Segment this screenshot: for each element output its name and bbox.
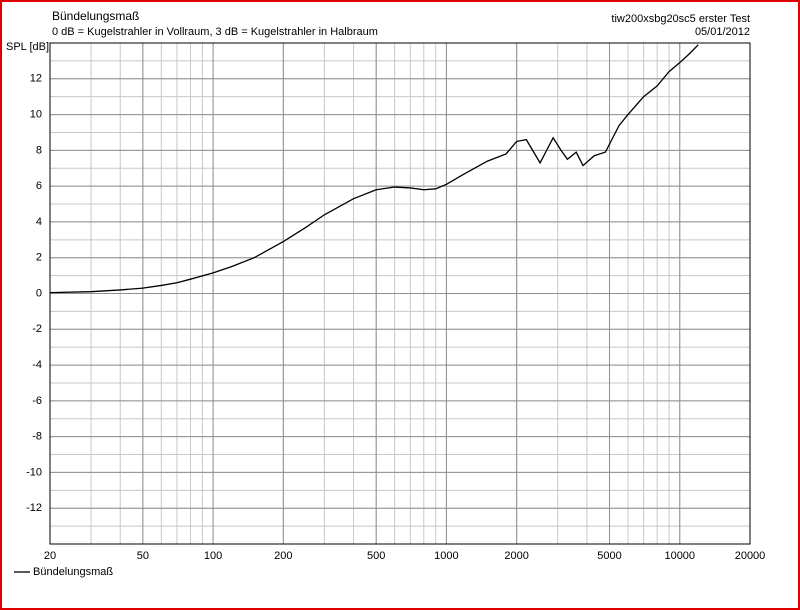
- y-tick-label: 8: [36, 144, 42, 156]
- y-tick-label: -4: [32, 359, 42, 371]
- x-tick-label: 10000: [664, 550, 695, 562]
- x-tick-label: 1000: [434, 550, 458, 562]
- y-tick-label: 2: [36, 252, 42, 264]
- y-axis-label: SPL [dB]: [6, 41, 49, 53]
- x-tick-label: 500: [367, 550, 385, 562]
- y-tick-label: 10: [30, 108, 42, 120]
- data-line: [50, 44, 699, 294]
- x-tick-label: 200: [274, 550, 292, 562]
- annotation: tiw200xsbg20sc5 erster Test: [611, 13, 750, 25]
- x-tick-label: 20: [44, 550, 56, 562]
- y-tick-label: 4: [36, 216, 42, 228]
- y-tick-label: -10: [26, 466, 42, 478]
- y-tick-label: 12: [30, 73, 42, 85]
- y-tick-label: -12: [26, 502, 42, 514]
- y-tick-label: 0: [36, 287, 42, 299]
- plot-frame: [49, 42, 751, 545]
- x-tick-label: 100: [204, 550, 222, 562]
- annotation: 05/01/2012: [695, 26, 750, 38]
- chart-title: Bündelungsmaß: [52, 9, 139, 23]
- y-tick-label: -2: [32, 323, 42, 335]
- chart-subtitle: 0 dB = Kugelstrahler in Vollraum, 3 dB =…: [52, 26, 378, 38]
- legend-label: Bündelungsmaß: [33, 566, 113, 578]
- y-tick-label: -8: [32, 431, 42, 443]
- y-tick-label: 6: [36, 180, 42, 192]
- x-tick-label: 2000: [504, 550, 528, 562]
- x-tick-label: 5000: [597, 550, 621, 562]
- x-tick-label: 50: [137, 550, 149, 562]
- x-tick-label: 20000: [735, 550, 766, 562]
- y-tick-label: -6: [32, 395, 42, 407]
